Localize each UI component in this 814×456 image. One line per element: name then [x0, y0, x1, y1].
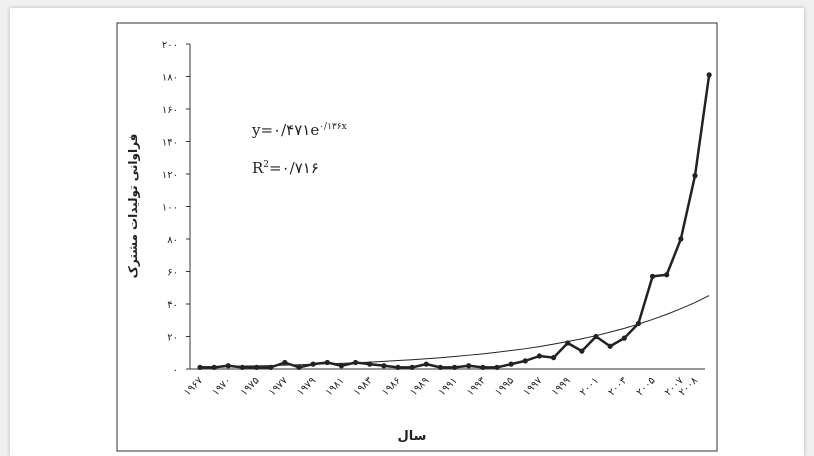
- marker: [621, 335, 627, 341]
- marker: [522, 358, 528, 364]
- marker: [423, 361, 429, 367]
- marker: [211, 364, 217, 370]
- y-tick-label: ۱۰۰: [162, 203, 178, 214]
- y-tick-label: ۴۰: [167, 300, 178, 311]
- r-squared-rest: =۰/۷۱۶: [269, 159, 319, 177]
- marker: [664, 272, 670, 278]
- y-tick-label: ۲۰: [167, 333, 178, 344]
- y-tick-label: ۶۰: [167, 268, 178, 279]
- marker: [536, 353, 543, 359]
- y-tick-label: ۲۰۰: [162, 40, 178, 51]
- y-tick-label: ۱۸۰: [162, 73, 178, 84]
- y-tick-label: ۱۲۰: [162, 170, 178, 181]
- chart-frame: [116, 22, 718, 452]
- marker: [409, 364, 415, 370]
- marker: [395, 364, 401, 370]
- marker: [550, 355, 557, 361]
- marker: [367, 361, 373, 367]
- marker: [678, 236, 684, 242]
- marker: [225, 363, 231, 369]
- marker: [508, 361, 514, 367]
- y-axis-label: فراوانی تولیدات مشترک: [126, 134, 141, 279]
- marker: [579, 348, 585, 354]
- marker: [692, 173, 698, 179]
- r-squared-sup: 2: [263, 160, 269, 170]
- equation-exponent: ۰/۱۳۶x: [319, 122, 346, 132]
- x-axis-label: سال: [398, 429, 427, 444]
- marker: [282, 359, 288, 366]
- marker: [649, 273, 656, 279]
- marker: [706, 72, 712, 78]
- trendline: [199, 295, 710, 368]
- marker: [494, 364, 500, 370]
- marker: [607, 343, 613, 349]
- marker: [437, 364, 444, 370]
- marker: [480, 364, 486, 370]
- marker: [466, 363, 472, 369]
- y-tick-label: ۰: [173, 365, 178, 376]
- marker: [451, 364, 458, 370]
- marker: [197, 364, 203, 370]
- y-tick-label: ۸۰: [167, 235, 178, 246]
- marker: [296, 364, 302, 370]
- marker: [381, 363, 387, 369]
- y-tick-label: ۱۶۰: [162, 105, 178, 116]
- marker: [338, 363, 345, 369]
- y-tick-label: ۱۴۰: [162, 138, 178, 149]
- equation-base: y=۰/۴۷۱e: [251, 121, 319, 139]
- r-squared-base: R: [252, 159, 264, 177]
- r-squared: R2=۰/۷۱۶: [252, 159, 319, 177]
- equation: y=۰/۴۷۱e۰/۱۳۶x: [251, 121, 347, 139]
